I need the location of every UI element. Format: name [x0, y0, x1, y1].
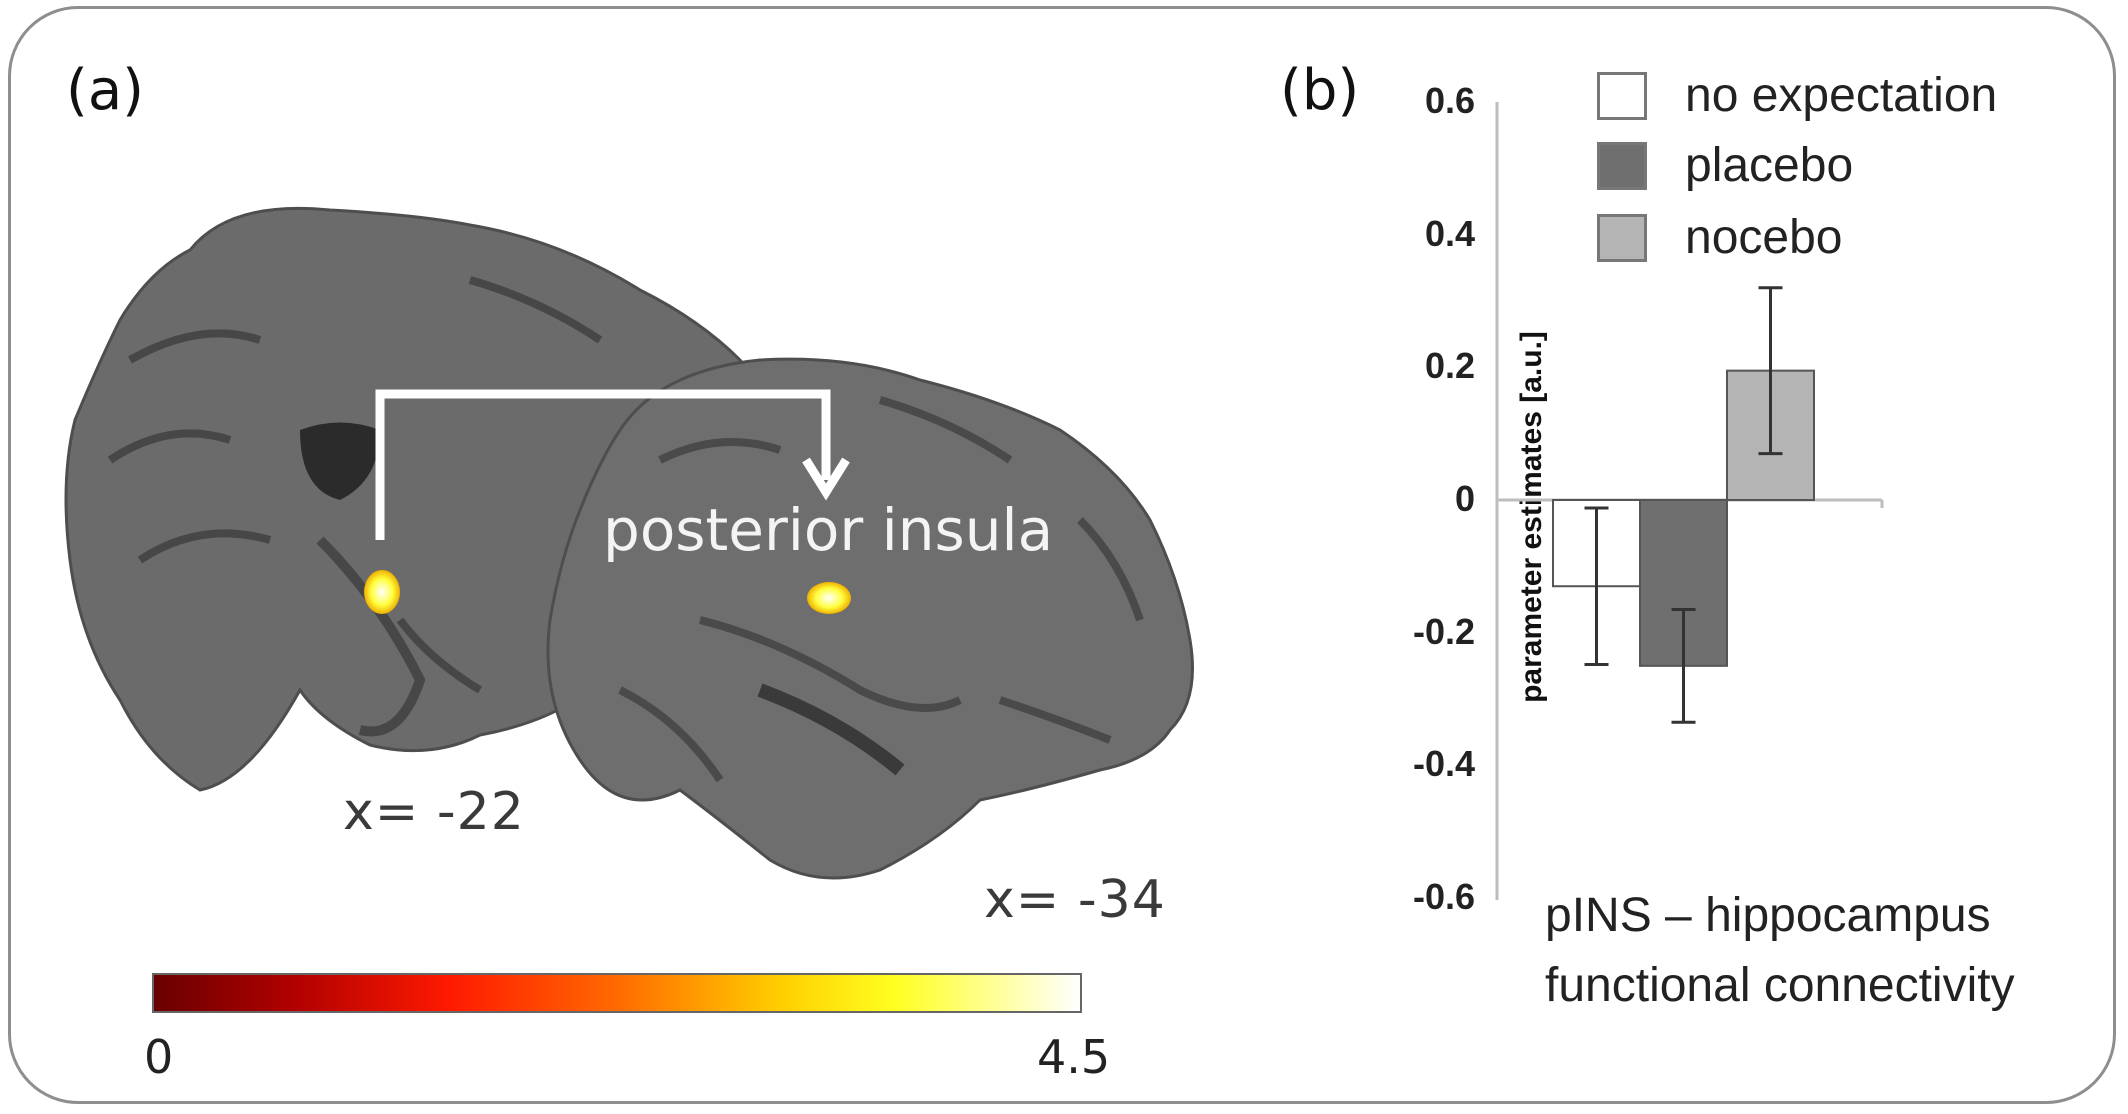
activation-blob-x22: [364, 570, 400, 614]
legend-label: no expectation: [1685, 69, 1998, 122]
legend-swatch-placebo: [1597, 141, 1647, 190]
legend-label: nocebo: [1685, 211, 1843, 264]
y-tick-label: 0: [1454, 478, 1475, 519]
panel-b-label: (b): [1280, 58, 1360, 123]
y-tick-label: -0.4: [1412, 743, 1475, 785]
y-tick-label: 0.4: [1424, 212, 1475, 254]
chart-caption-line-1: pINS – hippocampus: [1545, 889, 1991, 942]
legend-item-no-expectation: no expectation: [1597, 68, 1997, 123]
slice-label-x22: x= -22: [343, 782, 525, 842]
activation-blob-x34: [807, 582, 851, 614]
legend-label: placebo: [1685, 139, 1854, 192]
y-tick-label: -0.6: [1412, 876, 1475, 917]
y-tick-label: 0.2: [1424, 345, 1475, 387]
colorbar: [152, 973, 1082, 1013]
legend-swatch-nocebo: [1597, 213, 1647, 262]
legend-swatch-no-expectation: [1597, 71, 1647, 120]
connectivity-arrow: [375, 389, 831, 540]
y-tick-label: -0.2: [1412, 610, 1475, 652]
colorbar-max-label: 4.5: [1037, 1030, 1111, 1084]
sagittal-slice-x34: [546, 357, 1194, 880]
posterior-insula-label: posterior insula: [603, 496, 1054, 564]
y-tick-label: 0.6: [1424, 80, 1475, 121]
error-bar-nocebo: [1758, 286, 1783, 456]
error-bar-no-expectation: [1584, 506, 1609, 667]
error-bar-placebo: [1671, 607, 1696, 724]
panel-a-label: (a): [66, 58, 145, 123]
slice-label-x34: x= -34: [984, 870, 1166, 930]
legend-item-nocebo: nocebo: [1597, 210, 1842, 265]
legend-item-placebo: placebo: [1597, 138, 1853, 193]
chart-caption-line-2: functional connectivity: [1545, 959, 2015, 1012]
colorbar-min-label: 0: [144, 1030, 174, 1084]
arrow-head-icon: [802, 457, 850, 501]
